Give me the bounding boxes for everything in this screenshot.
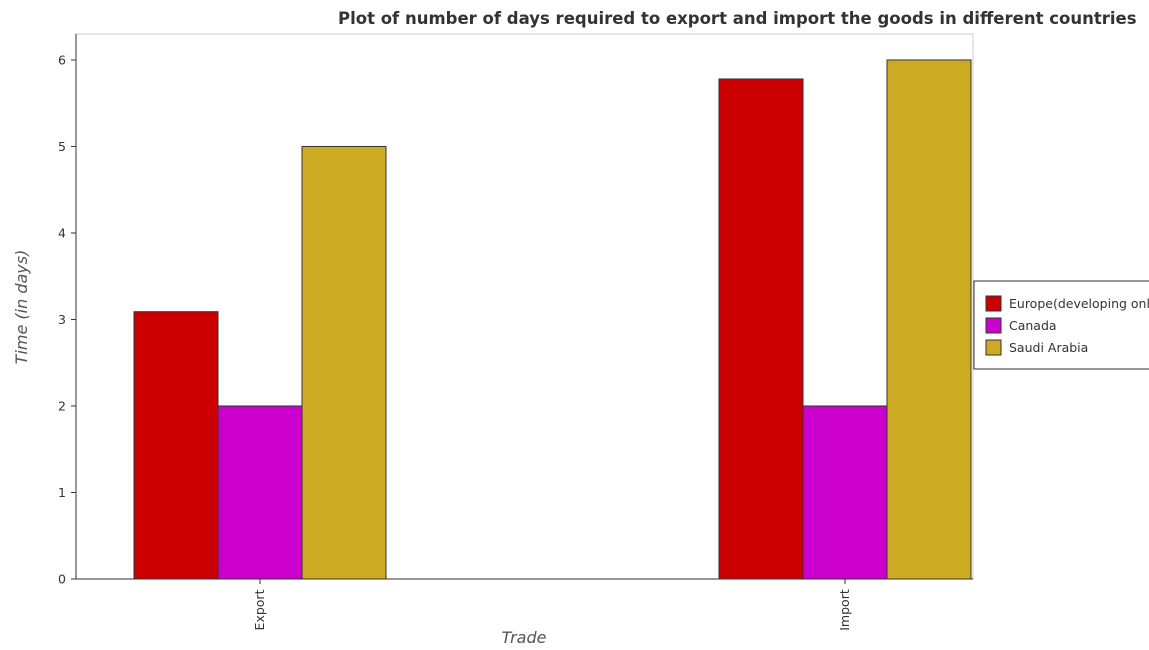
y-tick-label: 2 <box>58 398 66 413</box>
chart-title: Plot of number of days required to expor… <box>338 9 1137 28</box>
legend-swatch <box>985 295 1002 312</box>
bars <box>133 59 972 580</box>
y-tick-label: 1 <box>58 485 66 500</box>
legend-label: Europe(developing only) <box>1009 296 1149 311</box>
legend-label: Canada <box>1009 318 1057 333</box>
y-tick-label: 0 <box>58 572 66 587</box>
x-tick-label: Export <box>252 589 267 630</box>
x-axis-ticks: Export Import <box>252 579 852 631</box>
legend-swatch <box>985 339 1002 356</box>
y-tick-label: 6 <box>58 52 66 67</box>
bar-import-3 <box>886 59 972 580</box>
y-axis-ticks: 0 1 2 3 4 5 6 <box>58 52 76 587</box>
bar-export-1 <box>133 311 219 580</box>
y-tick-label: 3 <box>58 312 66 327</box>
legend-swatch <box>985 317 1002 334</box>
bar-import-1 <box>718 78 804 580</box>
bar-import-2 <box>802 405 888 580</box>
y-tick-label: 5 <box>58 139 66 154</box>
legend-label: Saudi Arabia <box>1009 340 1088 355</box>
y-tick-label: 4 <box>58 225 66 240</box>
bar-export-3 <box>301 145 387 580</box>
x-tick-label: Import <box>837 589 852 631</box>
y-axis-label: Time (in days) <box>12 250 31 365</box>
legend: Europe(developing only) Canada Saudi Arabi… <box>973 280 1149 370</box>
legend-box <box>973 280 1149 370</box>
bar-export-2 <box>217 405 303 580</box>
x-axis-label: Trade <box>502 628 547 647</box>
